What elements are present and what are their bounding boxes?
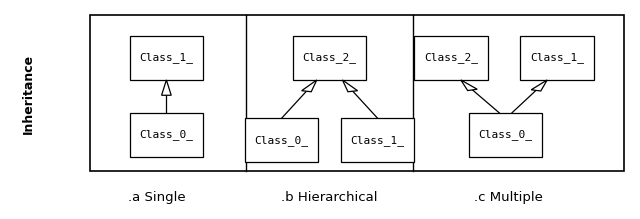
Text: Class_0_: Class_0_ bbox=[140, 129, 193, 140]
Text: Class_2_: Class_2_ bbox=[424, 53, 478, 64]
Bar bbox=[130, 113, 204, 157]
Text: Class_2_: Class_2_ bbox=[303, 53, 356, 64]
Text: Class_1_: Class_1_ bbox=[140, 53, 193, 64]
Polygon shape bbox=[161, 80, 172, 95]
Text: Class_1_: Class_1_ bbox=[351, 135, 404, 146]
Text: Class_0_: Class_0_ bbox=[255, 135, 308, 146]
Text: .c Multiple: .c Multiple bbox=[474, 191, 543, 204]
Text: .b Hierarchical: .b Hierarchical bbox=[282, 191, 378, 204]
Bar bbox=[415, 36, 488, 80]
Polygon shape bbox=[531, 80, 547, 91]
Bar bbox=[90, 15, 624, 171]
Text: Inheritance: Inheritance bbox=[22, 54, 35, 134]
Text: .a Single: .a Single bbox=[128, 191, 186, 204]
Polygon shape bbox=[461, 80, 477, 90]
Bar bbox=[468, 113, 543, 157]
Bar bbox=[293, 36, 366, 80]
Bar bbox=[245, 118, 319, 162]
Polygon shape bbox=[301, 80, 317, 92]
Bar bbox=[340, 118, 415, 162]
Bar bbox=[520, 36, 594, 80]
Text: Class_0_: Class_0_ bbox=[479, 129, 532, 140]
Polygon shape bbox=[342, 80, 358, 92]
Bar bbox=[130, 36, 204, 80]
Text: Class_1_: Class_1_ bbox=[530, 53, 584, 64]
